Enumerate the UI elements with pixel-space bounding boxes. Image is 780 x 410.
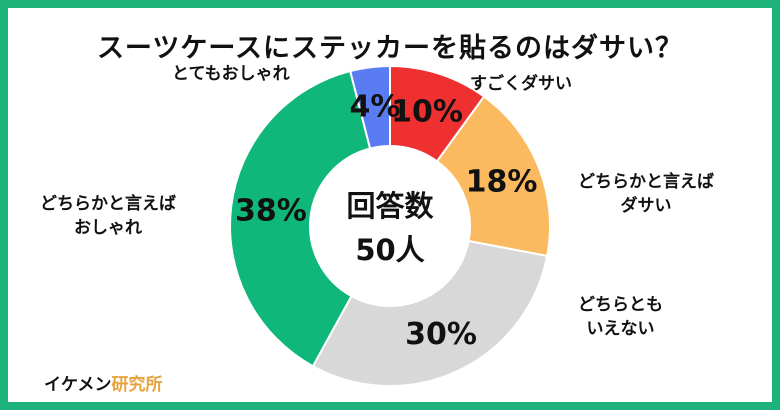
label-somewhat-stylish: どちらかと言えば おしゃれ (40, 194, 176, 238)
slice-label-1: 18% (466, 164, 538, 199)
donut-hole (310, 146, 470, 306)
slice-label-2: 30% (405, 317, 477, 352)
label-somewhat-uncool: どちらかと言えば ダサい (578, 172, 714, 216)
slice-label-4: 4% (349, 89, 400, 124)
center-label-1: 50人 (355, 233, 424, 267)
chart-title: スーツケースにステッカーを貼るのはダサい？ (96, 33, 684, 64)
label-neutral: どちらとも いえない (578, 295, 663, 339)
slice-label-0: 10% (391, 94, 463, 129)
center-label-0: 回答数 (346, 189, 434, 223)
label-very-uncool: すごくダサい (470, 74, 572, 94)
label-very-stylish: とてもおしゃれ (172, 64, 290, 84)
slice-label-3: 38% (235, 193, 307, 228)
brand-logo: イケメン研究所 (44, 375, 163, 395)
